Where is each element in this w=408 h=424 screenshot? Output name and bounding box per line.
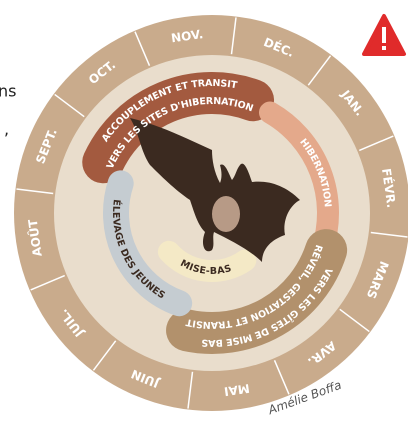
warning-icon (364, 16, 404, 54)
bat-head (212, 196, 240, 232)
cropped-text: , (4, 120, 9, 139)
bat-calendar: NOV.DÉC.JAN.FÉVR.MARSAVR.MAIJUINJUIL.AOÛ… (0, 0, 408, 424)
cropped-text: ns (0, 82, 16, 101)
